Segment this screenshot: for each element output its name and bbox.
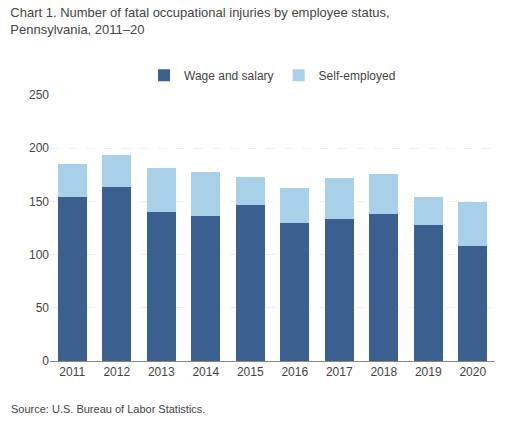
- svg-text:150: 150: [29, 195, 49, 209]
- svg-text:Wage and salary: Wage and salary: [184, 69, 274, 83]
- svg-text:Source: U.S. Bureau of Labor S: Source: U.S. Bureau of Labor Statistics.: [11, 403, 205, 415]
- svg-text:2012: 2012: [103, 365, 130, 379]
- svg-text:2020: 2020: [459, 365, 486, 379]
- svg-text:2019: 2019: [415, 365, 442, 379]
- svg-text:2015: 2015: [237, 365, 264, 379]
- svg-text:2018: 2018: [370, 365, 397, 379]
- svg-text:2014: 2014: [192, 365, 219, 379]
- svg-text:2016: 2016: [281, 365, 308, 379]
- svg-text:2017: 2017: [326, 365, 353, 379]
- svg-text:2011: 2011: [59, 365, 85, 379]
- svg-text:50: 50: [36, 301, 50, 315]
- svg-text:100: 100: [29, 248, 49, 262]
- svg-text:Self-employed: Self-employed: [319, 69, 396, 83]
- svg-text:250: 250: [29, 88, 49, 102]
- svg-text:2013: 2013: [148, 365, 175, 379]
- svg-text:Chart 1. Number of fatal occup: Chart 1. Number of fatal occupational in…: [10, 5, 389, 37]
- svg-text:200: 200: [29, 141, 49, 155]
- svg-text:0: 0: [42, 354, 49, 368]
